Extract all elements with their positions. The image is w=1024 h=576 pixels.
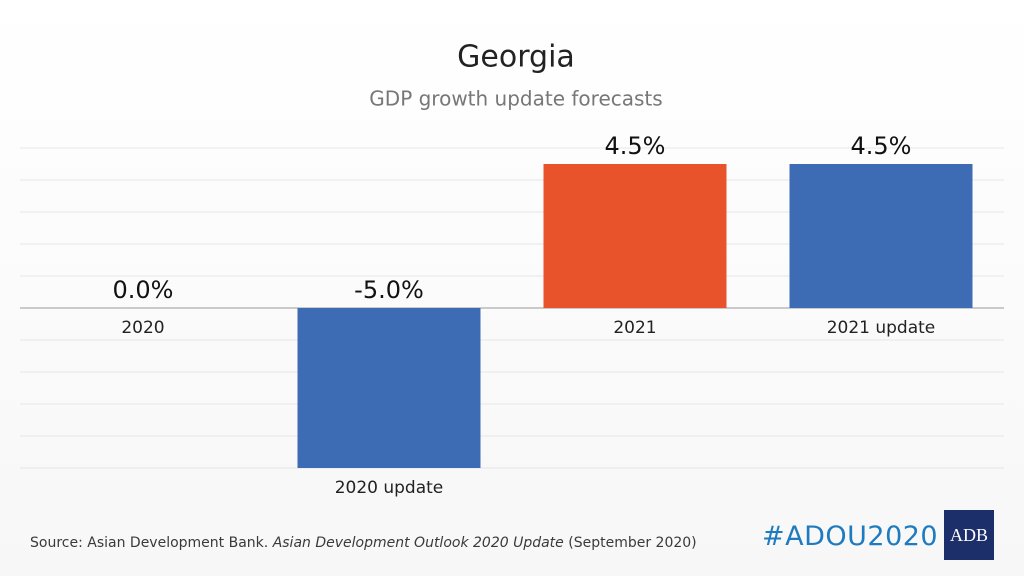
x-tick-label: 2021 update <box>827 318 936 338</box>
x-tick-label: 2021 <box>613 318 656 338</box>
bar <box>543 164 727 308</box>
chart-title: Georgia <box>457 40 575 75</box>
chart-subtitle: GDP growth update forecasts <box>369 87 662 111</box>
source-prefix: Source: Asian Development Bank. <box>30 535 269 551</box>
chart: Georgia GDP growth update forecasts 0.0%… <box>20 40 1004 498</box>
value-label: 4.5% <box>851 132 912 160</box>
value-label: -5.0% <box>354 276 424 304</box>
bar <box>789 164 973 308</box>
x-tick-label: 2020 update <box>335 478 444 498</box>
logo: ADB <box>944 510 994 560</box>
hashtag: #ADOU2020 <box>762 521 939 552</box>
source-title: Asian Development Outlook 2020 Update <box>272 535 564 551</box>
value-label: 4.5% <box>605 132 666 160</box>
source-suffix: (September 2020) <box>568 535 697 551</box>
source: Source: Asian Development Bank. Asian De… <box>30 535 697 551</box>
x-tick-label: 2020 <box>121 318 164 338</box>
value-label: 0.0% <box>113 276 174 304</box>
bar <box>297 308 481 468</box>
